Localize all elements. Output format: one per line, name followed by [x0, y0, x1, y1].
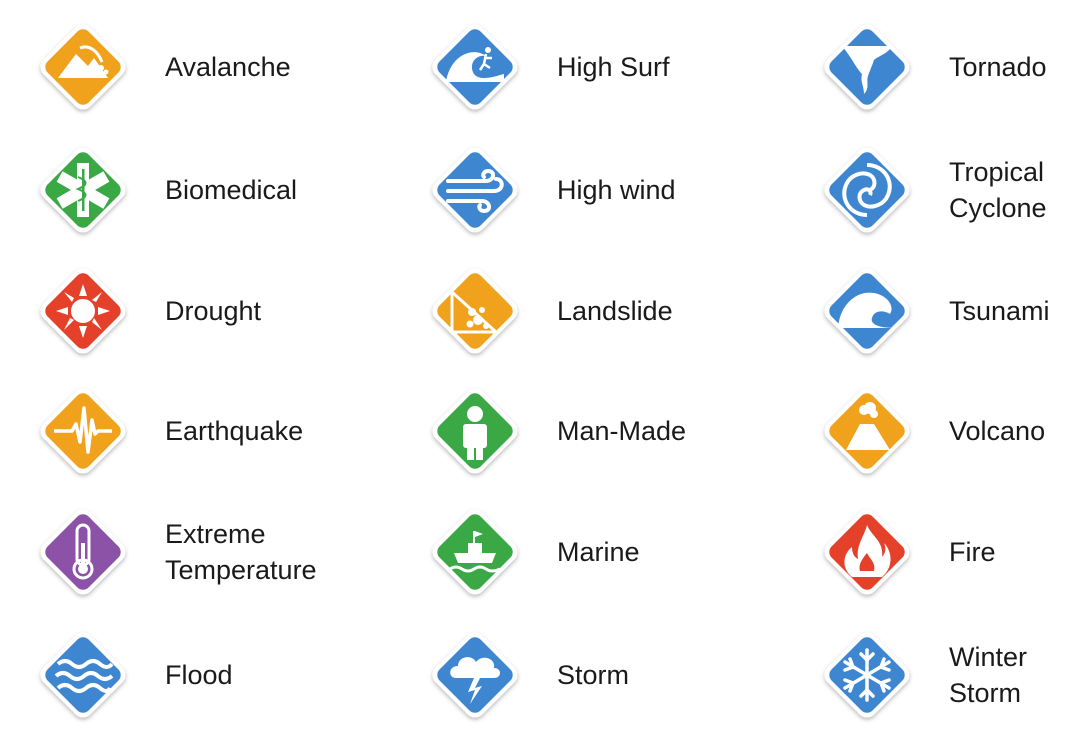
man-made-icon — [420, 376, 530, 486]
biomedical-icon — [28, 135, 138, 245]
flood-icon — [28, 620, 138, 730]
hazard-label: Landslide — [557, 296, 673, 326]
drought-icon — [28, 256, 138, 366]
tropical-cyclone-icon — [812, 135, 922, 245]
hazard-item: Tornado — [812, 12, 1091, 122]
hazard-label: High wind — [557, 175, 676, 205]
hazard-label: Fire — [949, 537, 996, 567]
hazard-label: Extreme Temperature — [165, 519, 317, 585]
volcano-icon — [812, 376, 922, 486]
hazard-item: Volcano — [812, 376, 1091, 486]
hazard-item: High wind — [420, 135, 760, 245]
hazard-item: Marine — [420, 497, 760, 607]
avalanche-icon — [28, 12, 138, 122]
hazard-label: Tsunami — [949, 296, 1050, 326]
hazard-item: Man-Made — [420, 376, 760, 486]
marine-icon — [420, 497, 530, 607]
hazard-label: High Surf — [557, 52, 670, 82]
hazard-label: Tropical Cyclone — [949, 157, 1047, 223]
hazard-label: Drought — [165, 296, 262, 326]
hazard-label: Man-Made — [557, 416, 687, 446]
hazard-label: Marine — [557, 537, 640, 567]
hazard-label: Tornado — [949, 52, 1047, 82]
hazard-label: Flood — [165, 660, 233, 690]
hazard-label: Winter Storm — [949, 642, 1028, 708]
hazard-label: Biomedical — [165, 175, 298, 205]
hazard-item: Drought — [28, 256, 368, 366]
hazard-item: Fire — [812, 497, 1091, 607]
high-wind-icon — [420, 135, 530, 245]
snowflake-icon — [812, 620, 922, 730]
fire-icon — [812, 497, 922, 607]
hazard-item: High Surf — [420, 12, 760, 122]
hazard-label: Earthquake — [165, 416, 304, 446]
hazard-item: Biomedical — [28, 135, 368, 245]
hazard-label: Volcano — [949, 416, 1046, 446]
hazard-label: Storm — [557, 660, 630, 690]
hazard-item: Tropical Cyclone — [812, 135, 1091, 245]
hazard-item: Avalanche — [28, 12, 368, 122]
storm-icon — [420, 620, 530, 730]
tsunami-icon — [812, 256, 922, 366]
hazard-item: Tsunami — [812, 256, 1091, 366]
hazard-item: Winter Storm — [812, 620, 1091, 730]
hazard-label: Avalanche — [165, 52, 291, 82]
hazard-item: Extreme Temperature — [28, 497, 368, 607]
tornado-icon — [812, 12, 922, 122]
thermometer-icon — [28, 497, 138, 607]
high-surf-icon — [420, 12, 530, 122]
landslide-icon — [420, 256, 530, 366]
hazard-item: Earthquake — [28, 376, 368, 486]
hazard-item: Landslide — [420, 256, 760, 366]
hazard-item: Flood — [28, 620, 368, 730]
earthquake-icon — [28, 376, 138, 486]
hazard-item: Storm — [420, 620, 760, 730]
